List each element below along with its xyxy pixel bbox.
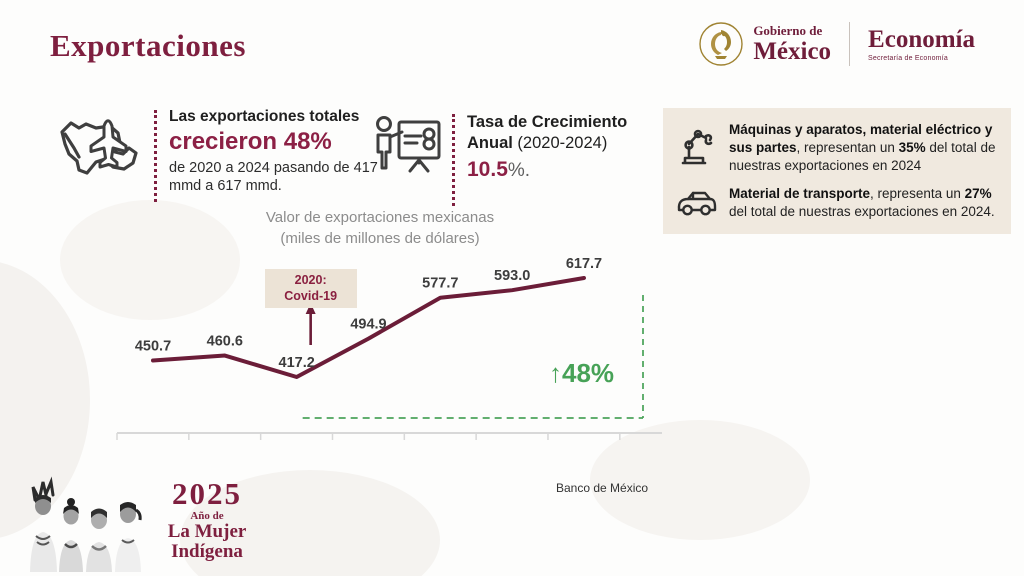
presentation-board-icon (372, 110, 442, 203)
campaign-year: 2025 (172, 476, 242, 511)
mexico-eagle-emblem-icon (699, 22, 744, 66)
data-label: 593.0 (494, 268, 530, 284)
growth-48-annotation: ↑48% (549, 358, 615, 388)
list-item-transport: Material de transporte, representa un 27… (675, 185, 997, 222)
growth-title-line1: Tasa de Crecimiento (467, 113, 628, 131)
car-icon (675, 185, 719, 222)
chart-canvas: 2018201920202021202220232024450.7460.641… (116, 256, 662, 476)
dotted-divider (154, 110, 157, 202)
data-label: 494.9 (350, 317, 386, 333)
mexico-map-plane-icon (52, 106, 144, 201)
gobierno-de-mexico-wordmark: Gobierno de México (753, 23, 832, 65)
campaign-2025-text: 2025 Año de La Mujer Indígena (153, 478, 261, 562)
export-composition-box: Máquinas y aparatos, material eléctrico … (663, 108, 1011, 235)
data-label: 577.7 (422, 276, 458, 292)
covid-arrow-head (305, 303, 316, 314)
campaign-line1: La Mujer (167, 521, 247, 542)
exports-detail: de 2020 a 2024 pasando de 417 mmd a 617 … (169, 160, 378, 195)
exports-intro: Las exportaciones totales (169, 108, 360, 125)
campaign-sub: Año de (190, 510, 224, 522)
list-item-text: Máquinas y aparatos, material eléctrico … (729, 122, 996, 173)
chart-title-line2: (miles de millones de dólares) (280, 230, 480, 247)
exports-line-chart: 2018201920202021202220232024450.7460.641… (110, 250, 670, 476)
government-logo: Gobierno de México Economía Secretaría d… (697, 20, 975, 68)
highlight-total-exports-text: Las exportaciones totales crecieron 48% … (169, 106, 387, 195)
chart-source: Banco de México (556, 481, 649, 495)
chart-title-line1: Valor de exportaciones mexicanas (265, 209, 495, 226)
robot-arm-icon (675, 121, 719, 174)
growth-rate-value: 10.5%. (467, 157, 531, 181)
covid-annotation: 2020: Covid-19 (264, 269, 357, 309)
highlight-total-exports: Las exportaciones totales crecieron 48% … (52, 106, 387, 202)
data-label: 460.6 (207, 334, 243, 350)
logo-divider (849, 22, 851, 66)
growth-title-line2: Anual (2020-2024) (467, 134, 608, 153)
dotted-divider (452, 114, 455, 206)
list-item-text: Material de transporte, representa un 27… (729, 186, 995, 220)
data-label: 417.2 (279, 355, 315, 371)
data-label: 617.7 (566, 256, 602, 272)
indigenous-women-image (26, 476, 154, 576)
chart-title: Valor de exportaciones mexicanas (miles … (210, 207, 550, 249)
campaign-line2: Indígena (171, 540, 243, 562)
series-line (151, 275, 586, 379)
economia-wordmark: Economía Secretaría de Economía (868, 25, 975, 62)
highlight-growth-rate-text: Tasa de Crecimiento Anual (2020-2024) 10… (467, 110, 627, 182)
data-label: 450.7 (135, 338, 171, 354)
exports-headline: crecieron 48% (169, 128, 332, 155)
page-title: Exportaciones (50, 28, 246, 63)
list-item-machinery: Máquinas y aparatos, material eléctrico … (675, 121, 997, 174)
highlight-growth-rate: Tasa de Crecimiento Anual (2020-2024) 10… (372, 110, 627, 206)
